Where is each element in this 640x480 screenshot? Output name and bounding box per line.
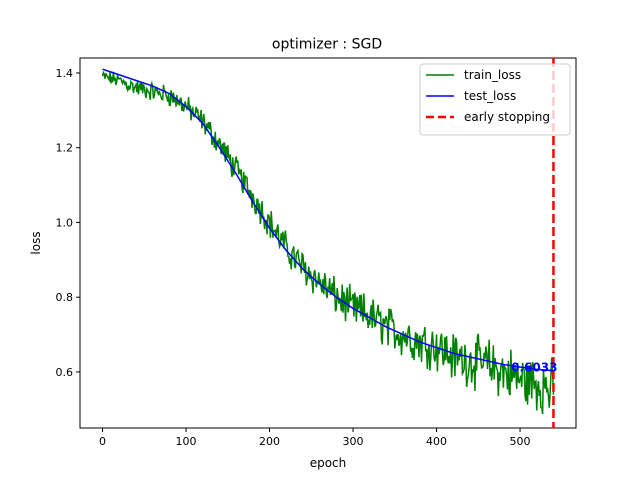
legend-label: early stopping bbox=[464, 110, 550, 124]
series-line-train-loss bbox=[101, 70, 555, 415]
y-axis-label: loss bbox=[29, 231, 43, 254]
annotation-layer: 0.6033 bbox=[511, 361, 557, 375]
y-tick-label: 1.4 bbox=[56, 67, 74, 80]
y-tick-label: 1.0 bbox=[56, 216, 74, 229]
series-layer bbox=[101, 58, 555, 428]
plot-frame bbox=[79, 57, 577, 429]
x-axis-label: epoch bbox=[310, 456, 347, 470]
x-tick-label: 0 bbox=[99, 435, 106, 448]
legend-label: train_loss bbox=[464, 68, 521, 82]
x-axis-ticks: 0 100 200 300 400 500 bbox=[99, 428, 531, 448]
y-axis-ticks: 0.6 0.8 1.0 1.2 1.4 bbox=[56, 67, 80, 379]
final-loss-label: 0.6033 bbox=[511, 361, 557, 375]
x-tick-label: 500 bbox=[510, 435, 531, 448]
legend-label: test_loss bbox=[464, 89, 516, 103]
y-tick-label: 0.8 bbox=[56, 291, 74, 304]
series-line-test-loss bbox=[102, 68, 554, 372]
legend-box bbox=[419, 63, 571, 136]
x-tick-label: 100 bbox=[176, 435, 197, 448]
x-tick-label: 200 bbox=[259, 435, 280, 448]
x-tick-label: 300 bbox=[343, 435, 364, 448]
x-tick-label: 400 bbox=[426, 435, 447, 448]
y-tick-label: 0.6 bbox=[56, 366, 74, 379]
y-tick-label: 1.2 bbox=[56, 142, 74, 155]
chart-title: optimizer : SGD bbox=[272, 37, 382, 53]
